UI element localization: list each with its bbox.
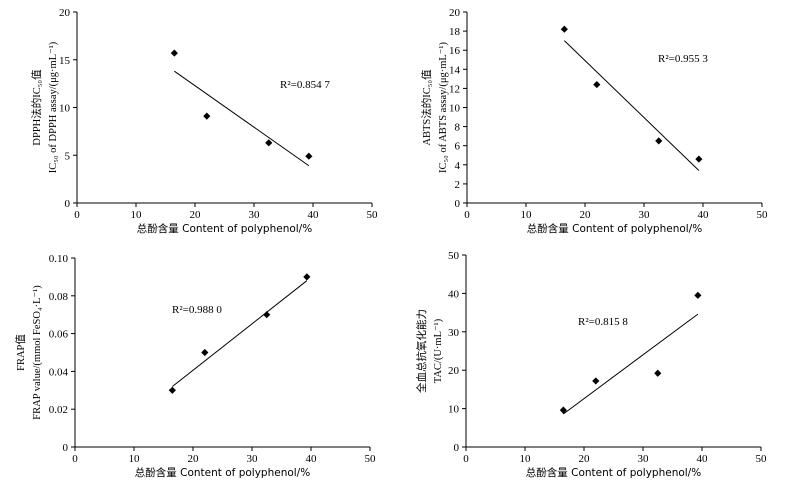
y-tick-label: 0.08 bbox=[49, 291, 69, 303]
y-axis-label-line2: FRAP value/(mmol FeSO₄·L⁻¹) bbox=[32, 285, 43, 420]
x-tick-label: 10 bbox=[131, 209, 143, 221]
x-tick-label: 10 bbox=[521, 209, 533, 221]
x-tick-label: 0 bbox=[72, 453, 78, 465]
x-tick-label: 10 bbox=[520, 453, 532, 465]
y-tick-label: 0.10 bbox=[49, 253, 69, 265]
data-point bbox=[203, 112, 211, 120]
trendline bbox=[563, 313, 699, 415]
y-axis-label-line2: IC₅₀ of ABTS assay/(μg·mL⁻¹) bbox=[438, 42, 449, 174]
x-tick-label: 0 bbox=[74, 209, 80, 221]
y-axis-label-line1: ABTS法的IC₅₀值 bbox=[420, 69, 433, 146]
y-tick-label: 50 bbox=[448, 250, 460, 262]
y-tick-label: 0 bbox=[454, 442, 460, 454]
x-tick-label: 0 bbox=[463, 453, 469, 465]
y-tick-label: 20 bbox=[449, 7, 461, 19]
y-axis-label-line1: FRAP值 bbox=[14, 334, 27, 371]
y-tick-label: 14 bbox=[449, 64, 461, 76]
chart-panel-3: 0 10 20 30 40 50 0 0.02 0.04 0.06 0.08 0.10 R²=0.988… bbox=[14, 253, 376, 479]
x-tick-label: 20 bbox=[188, 453, 200, 465]
y-tick-label: 6 bbox=[455, 141, 461, 153]
r-squared-label: R²=0.854 7 bbox=[280, 79, 330, 91]
y-tick-label: 0.06 bbox=[49, 329, 69, 341]
y-tick-label: 0.04 bbox=[49, 366, 69, 378]
chart-panel-2: 0 10 20 30 40 50 0 2 4 6 8 10 12 14 16 18 20 R²=0.955 3 总酚… bbox=[420, 7, 768, 235]
y-axis-label-line2: TAC/(U·mL⁻¹) bbox=[433, 318, 444, 383]
y-tick-label: 18 bbox=[449, 26, 461, 38]
data-point bbox=[655, 137, 663, 145]
y-tick-label: 40 bbox=[448, 288, 460, 300]
y-tick-label: 0.02 bbox=[49, 404, 68, 416]
y-tick-label: 10 bbox=[59, 103, 71, 115]
x-tick-label: 40 bbox=[306, 453, 318, 465]
x-axis-label: 总酚含量 Content of polyphenol/% bbox=[527, 222, 702, 235]
trendline bbox=[564, 40, 700, 171]
y-tick-label: 12 bbox=[449, 83, 460, 95]
x-tick-label: 50 bbox=[757, 209, 769, 221]
x-axis-label: 总酚含量 Content of polyphenol/% bbox=[137, 222, 312, 235]
x-tick-label: 50 bbox=[756, 453, 768, 465]
y-tick-label: 0 bbox=[63, 442, 69, 454]
y-axis-label-line1: DPPH法的IC₅₀值 bbox=[30, 69, 43, 146]
x-tick-label: 50 bbox=[365, 453, 377, 465]
data-point bbox=[654, 369, 662, 377]
data-point bbox=[695, 155, 703, 163]
x-tick-label: 20 bbox=[190, 209, 202, 221]
x-tick-label: 30 bbox=[639, 209, 651, 221]
data-point bbox=[305, 152, 313, 160]
y-tick-label: 30 bbox=[448, 327, 460, 339]
x-tick-label: 10 bbox=[129, 453, 141, 465]
data-point bbox=[592, 377, 600, 385]
x-tick-label: 30 bbox=[247, 453, 259, 465]
x-tick-label: 40 bbox=[697, 453, 709, 465]
data-point bbox=[201, 348, 209, 357]
y-tick-label: 0 bbox=[455, 198, 461, 210]
data-point bbox=[593, 80, 601, 89]
y-axis-label-line1: 全血总抗氧化能力 bbox=[415, 309, 428, 393]
y-tick-label: 15 bbox=[59, 55, 71, 67]
data-point bbox=[265, 139, 273, 147]
data-point bbox=[559, 406, 567, 414]
chart-panel-1: 0 10 20 30 40 50 0 5 10 15 20 R²=0.854 7 总酚含量 Conten… bbox=[30, 7, 378, 235]
data-point bbox=[560, 25, 568, 33]
x-tick-label: 0 bbox=[464, 209, 470, 221]
r-squared-label: R²=0.815 8 bbox=[578, 316, 628, 328]
x-tick-label: 30 bbox=[638, 453, 650, 465]
data-point bbox=[170, 49, 178, 57]
r-squared-label: R²=0.988 0 bbox=[172, 304, 222, 316]
r-squared-label: R²=0.955 3 bbox=[658, 53, 708, 65]
x-tick-label: 20 bbox=[579, 453, 591, 465]
y-tick-label: 20 bbox=[59, 7, 71, 19]
data-point bbox=[263, 311, 271, 319]
x-tick-label: 40 bbox=[308, 209, 320, 221]
data-point bbox=[303, 273, 311, 281]
x-axis-label: 总酚含量 Content of polyphenol/% bbox=[135, 466, 310, 479]
x-tick-label: 50 bbox=[367, 209, 379, 221]
y-tick-label: 10 bbox=[449, 103, 461, 115]
y-tick-label: 8 bbox=[455, 122, 461, 134]
x-tick-label: 30 bbox=[249, 209, 261, 221]
y-tick-label: 4 bbox=[455, 160, 461, 172]
chart-panel-4: 0 10 20 30 40 50 0 10 20 30 40 50 R²=0.815 8 总酚含量 Con… bbox=[415, 250, 767, 479]
y-tick-label: 0 bbox=[65, 198, 71, 210]
data-point bbox=[694, 291, 702, 299]
x-axis-label: 总酚含量 Content of polyphenol/% bbox=[526, 466, 701, 479]
trendline bbox=[172, 280, 308, 387]
data-point bbox=[168, 386, 176, 394]
y-tick-label: 20 bbox=[448, 365, 460, 377]
y-tick-label: 10 bbox=[448, 404, 460, 416]
y-tick-label: 2 bbox=[455, 179, 461, 191]
y-tick-label: 16 bbox=[449, 45, 461, 57]
x-tick-label: 20 bbox=[580, 209, 592, 221]
y-axis-label-line2: IC₅₀ of DPPH assay/(μg·mL⁻¹) bbox=[48, 41, 59, 173]
trendline bbox=[174, 70, 310, 167]
y-tick-label: 5 bbox=[65, 150, 71, 162]
x-tick-label: 40 bbox=[698, 209, 710, 221]
